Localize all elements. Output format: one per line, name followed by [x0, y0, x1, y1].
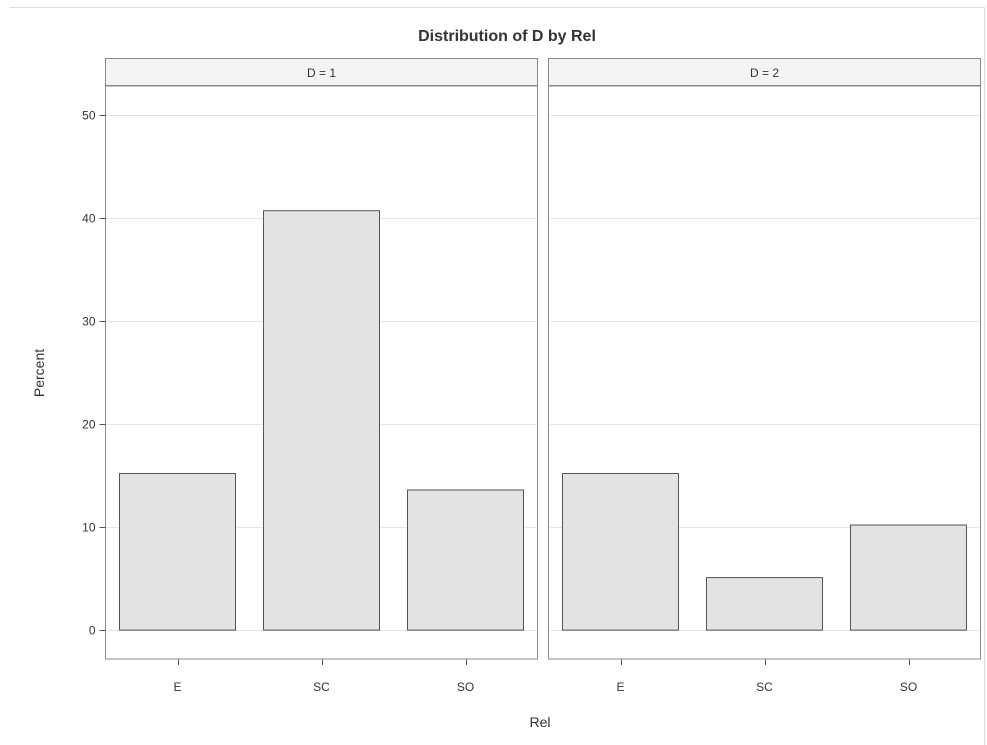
panel-header-2	[548, 58, 981, 87]
bar-panel-1-SC	[263, 210, 380, 631]
y-axis-label: Percent	[31, 349, 47, 397]
x-tick-label-panel-1-SC: SC	[313, 680, 330, 694]
chart-title: Distribution of D by Rel	[418, 28, 596, 45]
bar-panel-1-SO	[407, 489, 524, 631]
bar-panel-1-E	[119, 472, 236, 631]
x-axis-label: Rel	[529, 714, 550, 730]
x-tick-label-panel-1-E: E	[173, 680, 181, 694]
x-tick-label-panel-2-SC: SC	[756, 680, 773, 694]
y-tick-label-40: 40	[82, 212, 96, 226]
x-tick-label-panel-2-SO: SO	[900, 680, 917, 694]
panel-header-1	[105, 58, 538, 87]
y-tick-label-10: 10	[82, 521, 96, 535]
panel-header-label-2: D = 2	[750, 66, 779, 80]
bar-panel-2-SC	[706, 577, 823, 631]
x-tick-label-panel-1-SO: SO	[457, 680, 474, 694]
x-tick-label-panel-2-E: E	[616, 680, 624, 694]
panel-group: D = 1 E SC SO D = 2 E SC SO 0 10 20 30 40 50	[82, 58, 981, 694]
y-tick-label-20: 20	[82, 418, 96, 432]
y-tick-label-30: 30	[82, 315, 96, 329]
y-tick-label-0: 0	[89, 624, 96, 638]
panel-header-label-1: D = 1	[307, 66, 336, 80]
bar-panel-2-SO	[850, 524, 967, 631]
panel-border-2	[548, 85, 981, 660]
panel-border-1	[105, 85, 538, 660]
y-tick-label-50: 50	[82, 109, 96, 123]
bar-panel-2-E	[562, 472, 679, 631]
